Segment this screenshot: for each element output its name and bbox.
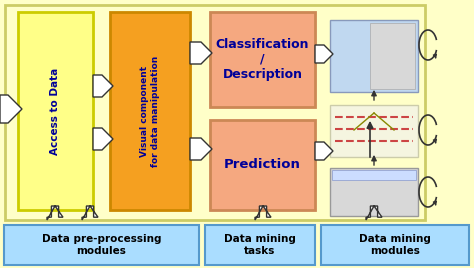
Bar — [332, 170, 416, 180]
Polygon shape — [93, 128, 113, 150]
Polygon shape — [366, 206, 382, 220]
Text: Data mining
tasks: Data mining tasks — [224, 234, 296, 256]
Text: Classification
/
Description: Classification / Description — [216, 38, 309, 81]
Bar — [321, 225, 469, 265]
Text: Data mining
modules: Data mining modules — [359, 234, 431, 256]
Polygon shape — [82, 206, 98, 220]
Text: Visual component
for data manipulation: Visual component for data manipulation — [140, 55, 160, 167]
Polygon shape — [0, 95, 22, 123]
Text: Access to Data: Access to Data — [51, 67, 61, 155]
Polygon shape — [190, 42, 212, 64]
Bar — [330, 20, 418, 92]
Bar — [330, 105, 418, 157]
Polygon shape — [315, 142, 333, 160]
Bar — [330, 168, 418, 216]
Bar — [18, 12, 93, 210]
Text: Prediction: Prediction — [224, 158, 301, 172]
Polygon shape — [190, 138, 212, 160]
Polygon shape — [255, 206, 271, 220]
Bar — [110, 12, 190, 210]
Bar — [210, 12, 315, 107]
Polygon shape — [315, 45, 333, 63]
Bar — [5, 5, 425, 220]
Text: Data pre-processing
modules: Data pre-processing modules — [42, 234, 161, 256]
Polygon shape — [93, 75, 113, 97]
Polygon shape — [47, 206, 63, 220]
Bar — [370, 23, 415, 89]
Bar — [210, 120, 315, 210]
Bar — [4, 225, 199, 265]
Bar — [205, 225, 315, 265]
